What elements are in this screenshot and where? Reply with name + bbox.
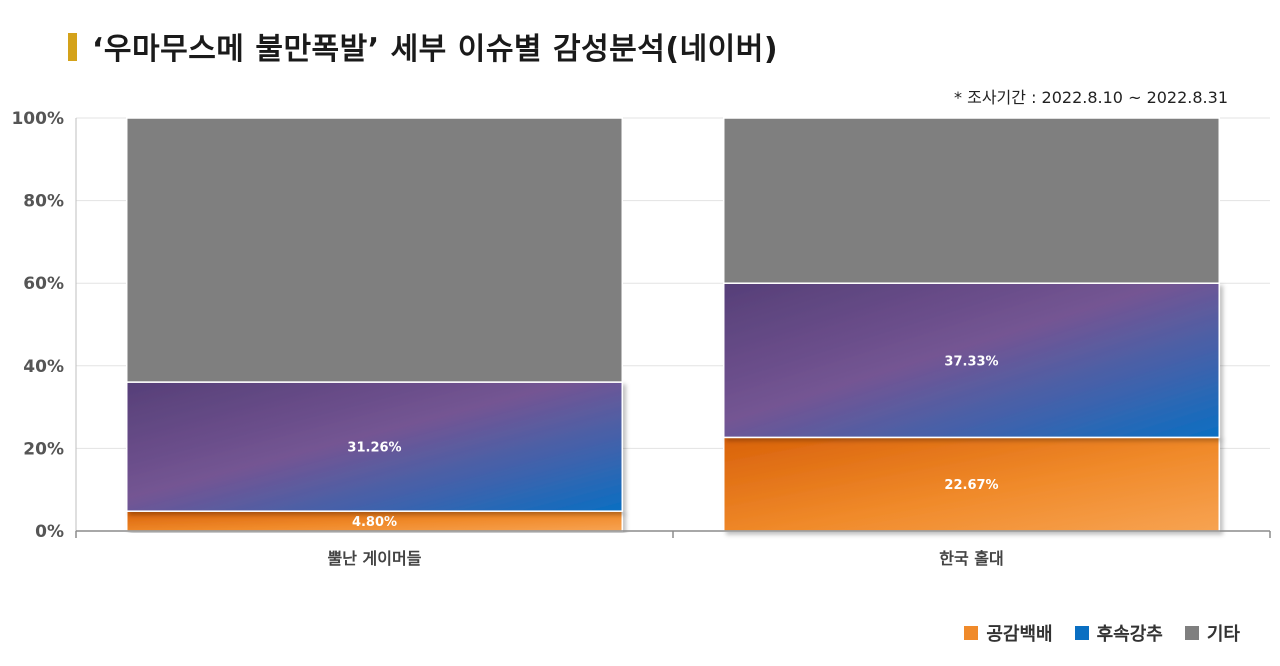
y-tick-label: 0% (35, 522, 64, 542)
data-label: 22.67% (944, 478, 998, 493)
legend-item: 후속강추 (1074, 620, 1163, 646)
legend-label: 기타 (1206, 624, 1240, 645)
legend-item: 기타 (1184, 620, 1240, 646)
bar-segment (125, 117, 624, 383)
y-tick-label: 20% (23, 439, 64, 459)
y-tick-label: 100% (11, 109, 64, 129)
stacked-bar-chart: 4.80% 31.26% 22.67% 37.33% 0% 20% 40% 60% 80% 10… (11, 109, 1271, 568)
bar-segment (722, 117, 1221, 284)
survey-period: * 조사기간 : 2022.8.10 ~ 2022.8.31 (954, 88, 1228, 107)
x-category-label: 한국 홀대 (939, 549, 1003, 568)
bar-segment (722, 436, 1221, 532)
y-tick-label: 60% (23, 274, 64, 294)
data-label: 37.33% (944, 354, 998, 369)
legend-item: 공감백배 (964, 620, 1053, 646)
legend: 공감백배 후속강추 기타 (964, 620, 1240, 646)
legend-swatch (1184, 626, 1199, 640)
legend-swatch (964, 626, 979, 640)
bar-segment (125, 381, 624, 512)
chart-title: ‘우마무스메 불만폭발’ 세부 이슈별 감성분석(네이버) (92, 32, 779, 67)
bar-segment (722, 282, 1221, 439)
title-accent-bar (68, 33, 77, 61)
y-tick-label: 40% (23, 357, 64, 377)
y-tick-label: 80% (23, 192, 64, 212)
data-label: 31.26% (347, 441, 401, 456)
legend-label: 공감백배 (986, 624, 1053, 645)
x-category-label: 뿔난 게이머들 (328, 549, 422, 568)
data-label: 4.80% (352, 515, 397, 530)
legend-swatch (1074, 626, 1089, 640)
legend-label: 후속강추 (1096, 624, 1163, 645)
